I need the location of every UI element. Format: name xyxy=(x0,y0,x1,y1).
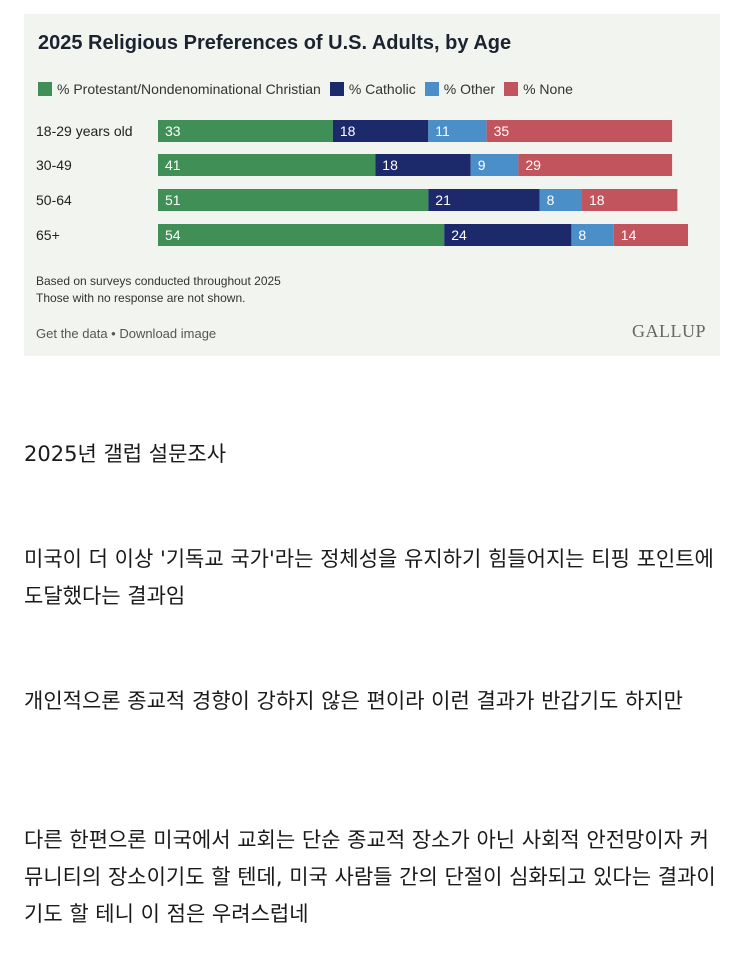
category-label: 18-29 years old xyxy=(36,123,133,139)
data-label: 8 xyxy=(578,227,586,243)
legend-item-none: % None xyxy=(504,81,573,97)
data-label: 54 xyxy=(165,227,181,243)
post-paragraph: 미국이 더 이상 '기독교 국가'라는 정체성을 유지하기 힘들어지는 티핑 포… xyxy=(24,547,714,608)
data-label: 11 xyxy=(435,123,450,139)
bar-segment xyxy=(582,189,678,211)
chart-title: 2025 Religious Preferences of U.S. Adult… xyxy=(38,32,512,54)
data-label: 33 xyxy=(165,123,181,139)
chart-note: Those with no response are not shown. xyxy=(36,291,246,305)
legend-item-other: % Other xyxy=(424,81,496,97)
data-label: 18 xyxy=(589,192,605,208)
category-label: 50-64 xyxy=(36,192,72,208)
bar-segment xyxy=(428,120,487,142)
legend-swatch xyxy=(424,82,439,96)
data-label: 21 xyxy=(435,192,451,208)
post-paragraph: 2025년 갤럽 설문조사 xyxy=(24,442,227,466)
bar-segment xyxy=(158,154,376,176)
legend-item-catholic: % Catholic xyxy=(329,81,416,97)
legend-swatch xyxy=(504,82,519,96)
post-paragraph: 개인적으론 종교적 경향이 강하지 않은 편이라 이런 결과가 반갑기도 하지만 xyxy=(24,689,683,713)
legend-item-protestant: % Protestant/Nondenominational Christian xyxy=(38,81,321,97)
data-label: 9 xyxy=(478,157,486,173)
data-label: 51 xyxy=(165,192,181,208)
bar-segment xyxy=(428,189,540,211)
chart-notes: Based on surveys conducted throughout 20… xyxy=(36,273,281,307)
legend-label: % Other xyxy=(443,81,496,97)
data-label: 41 xyxy=(165,157,181,173)
category-label: 30-49 xyxy=(36,157,72,173)
data-label: 8 xyxy=(547,192,555,208)
chart-note: Based on surveys conducted throughout 20… xyxy=(36,274,281,288)
legend-label: % Catholic xyxy=(348,81,416,97)
bar-segment xyxy=(444,224,572,246)
data-label: 18 xyxy=(382,157,398,173)
data-label: 24 xyxy=(451,227,467,243)
data-label: 18 xyxy=(340,123,356,139)
post-paragraph: 다른 한편으론 미국에서 교회는 단순 종교적 장소가 아닌 사회적 안전망이자… xyxy=(24,828,716,926)
chart-legend: % Protestant/Nondenominational Christian… xyxy=(38,81,582,97)
bar-segment xyxy=(158,120,333,142)
bar-segment xyxy=(571,224,614,246)
bar-segment xyxy=(375,154,471,176)
get-data-download-links[interactable]: Get the data • Download image xyxy=(36,326,217,341)
legend-swatch xyxy=(38,82,52,96)
legend-swatch xyxy=(329,82,344,96)
bar-segment xyxy=(158,224,445,246)
data-label: 29 xyxy=(525,157,541,173)
bar-segment xyxy=(158,189,429,211)
legend-label: % Protestant/Nondenominational Christian xyxy=(57,81,321,97)
bar-segment xyxy=(539,189,582,211)
gallup-logo: GALLUP xyxy=(632,321,706,341)
bar-segment xyxy=(613,224,688,246)
bar-segment xyxy=(486,120,673,142)
category-label: 65+ xyxy=(36,227,60,243)
bar-segment xyxy=(332,120,429,142)
data-label: 14 xyxy=(621,227,637,243)
bar-segment xyxy=(470,154,519,176)
chart-card: 2025 Religious Preferences of U.S. Adult… xyxy=(24,14,720,356)
bar-segment xyxy=(518,154,673,176)
stacked-bar-chart: 18-29 years old 33 18 11 35 30-49 41 18 9 29 50-64… xyxy=(36,120,688,246)
legend-label: % None xyxy=(523,81,573,97)
data-label: 35 xyxy=(494,123,510,139)
